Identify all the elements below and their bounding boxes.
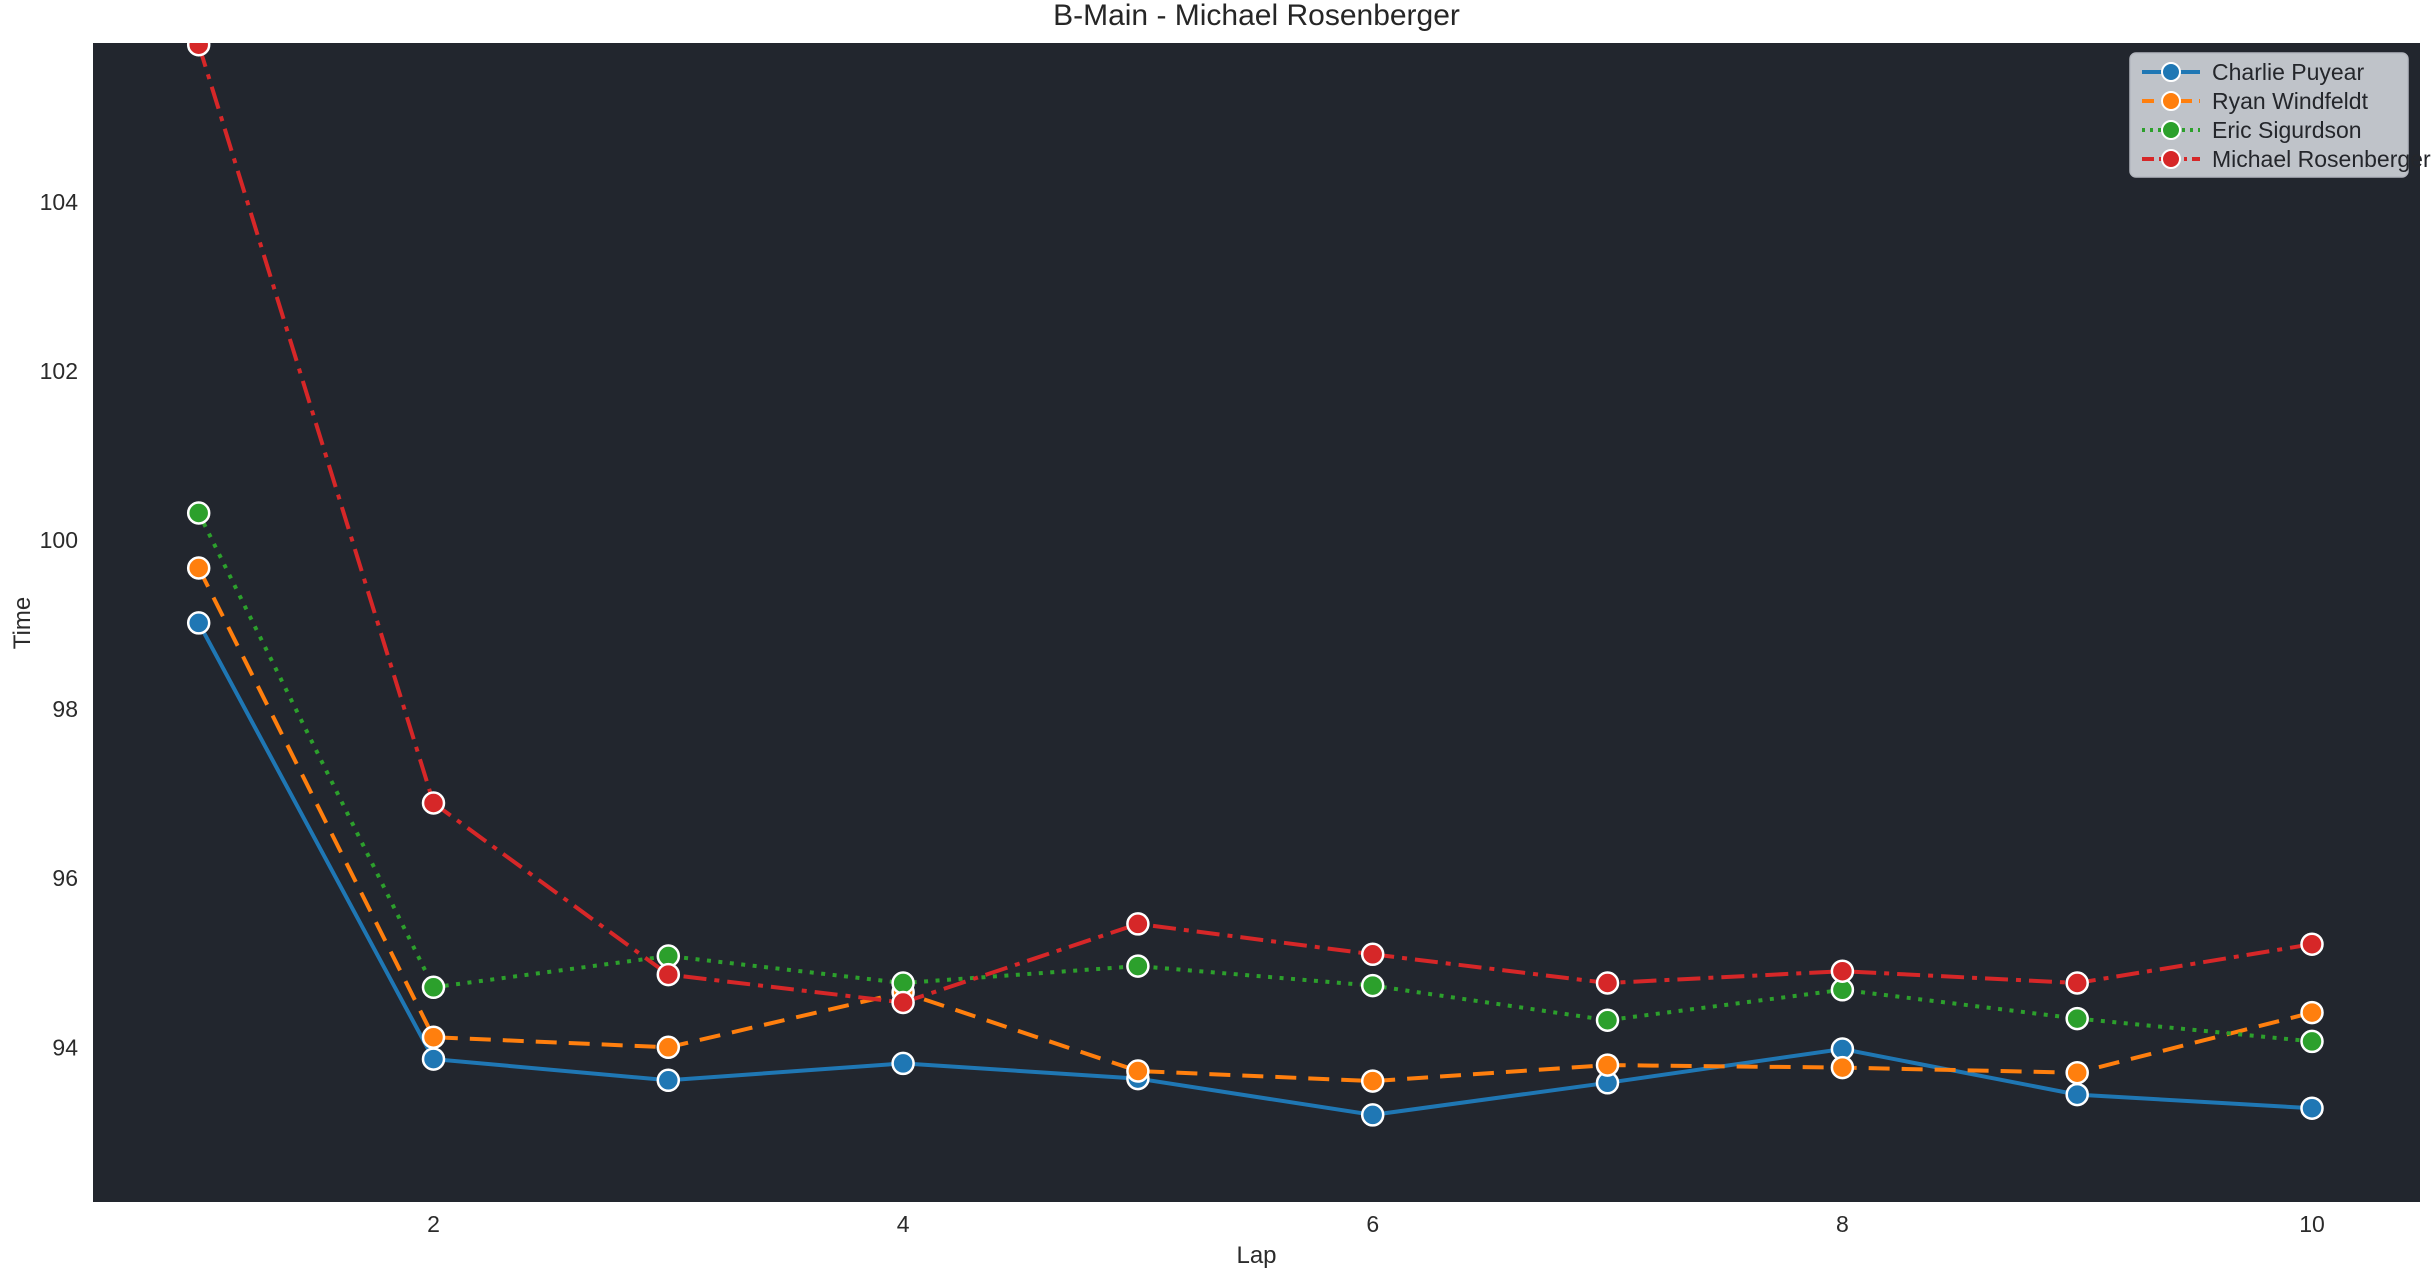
legend-label-eric-sigurdson: Eric Sigurdson xyxy=(2212,117,2362,143)
legend-box xyxy=(2129,52,2409,178)
marker-michael-rosenberger-lap-2 xyxy=(421,791,446,815)
x-tick-label: 8 xyxy=(1836,1211,1849,1237)
y-tick-label: 96 xyxy=(52,865,78,891)
marker-charlie-puyear-lap-9 xyxy=(2065,1082,2089,1107)
marker-michael-rosenberger-lap-5 xyxy=(1126,912,1150,936)
marker-ryan-windfeldt-lap-7 xyxy=(1595,1053,1620,1077)
marker-charlie-puyear-lap-1 xyxy=(186,611,211,635)
legend-marker-charlie-puyear xyxy=(2161,62,2181,82)
x-tick-label: 4 xyxy=(897,1211,910,1237)
marker-charlie-puyear-lap-10 xyxy=(2300,1096,2324,1120)
legend-label-ryan-windfeldt: Ryan Windfeldt xyxy=(2212,88,2369,114)
x-tick-label: 6 xyxy=(1366,1211,1379,1237)
marker-michael-rosenberger-lap-7 xyxy=(1595,971,1620,995)
marker-michael-rosenberger-lap-1 xyxy=(186,43,211,57)
legend-marker-michael-rosenberger xyxy=(2161,149,2181,169)
plot-area xyxy=(93,43,2420,1202)
marker-ryan-windfeldt-lap-6 xyxy=(1360,1069,1385,1093)
marker-ryan-windfeldt-lap-2 xyxy=(421,1025,446,1049)
marker-charlie-puyear-lap-2 xyxy=(421,1047,446,1071)
marker-eric-sigurdson-lap-9 xyxy=(2065,1006,2089,1031)
marker-michael-rosenberger-lap-3 xyxy=(656,962,681,987)
y-axis-label: Time xyxy=(9,597,36,649)
chart-title: B-Main - Michael Rosenberger xyxy=(1053,0,1460,32)
y-tick-label: 94 xyxy=(52,1034,78,1060)
x-tick-label: 10 xyxy=(2299,1211,2325,1237)
series-line-charlie-puyear xyxy=(196,621,2313,1117)
legend-marker-ryan-windfeldt xyxy=(2161,91,2181,111)
legend-label-charlie-puyear: Charlie Puyear xyxy=(2212,59,2364,85)
marker-charlie-puyear-lap-3 xyxy=(656,1068,681,1093)
legend-item-eric-sigurdson: Eric Sigurdson xyxy=(2142,117,2362,143)
y-tick-label: 100 xyxy=(40,527,78,553)
legend: Charlie Puyear Ryan Windfeldt Eric Sigurds… xyxy=(2129,52,2431,178)
series-line-ryan-windfeldt xyxy=(196,567,2313,1084)
x-axis-label: Lap xyxy=(1236,1242,1276,1269)
marker-charlie-puyear-lap-6 xyxy=(1360,1103,1385,1127)
legend-label-michael-rosenberger: Michael Rosenberger xyxy=(2212,146,2431,172)
marker-ryan-windfeldt-lap-3 xyxy=(656,1035,681,1060)
marker-michael-rosenberger-lap-6 xyxy=(1360,942,1385,967)
x-tick-label: 2 xyxy=(427,1211,440,1237)
y-tick-label: 102 xyxy=(40,358,78,384)
series-line-eric-sigurdson xyxy=(196,512,2313,1044)
marker-eric-sigurdson-lap-6 xyxy=(1360,973,1385,998)
marker-ryan-windfeldt-lap-1 xyxy=(186,556,211,580)
marker-michael-rosenberger-lap-10 xyxy=(2300,932,2324,956)
legend-marker-eric-sigurdson xyxy=(2161,120,2181,140)
marker-michael-rosenberger-lap-9 xyxy=(2065,971,2089,995)
marker-eric-sigurdson-lap-5 xyxy=(1126,954,1150,978)
legend-item-charlie-puyear: Charlie Puyear xyxy=(2142,59,2364,85)
marker-michael-rosenberger-lap-8 xyxy=(1830,959,1855,983)
marker-ryan-windfeldt-lap-8 xyxy=(1830,1055,1855,1080)
marker-eric-sigurdson-lap-1 xyxy=(186,501,211,525)
marker-charlie-puyear-lap-4 xyxy=(891,1051,915,1076)
y-tick-label: 98 xyxy=(52,696,78,722)
series-line-michael-rosenberger xyxy=(196,44,2313,1005)
legend-item-michael-rosenberger: Michael Rosenberger xyxy=(2142,146,2431,172)
marker-ryan-windfeldt-lap-10 xyxy=(2300,1000,2324,1025)
marker-michael-rosenberger-lap-4 xyxy=(891,990,915,1015)
marker-eric-sigurdson-lap-4 xyxy=(891,971,915,995)
marker-eric-sigurdson-lap-10 xyxy=(2300,1029,2324,1054)
marker-ryan-windfeldt-lap-5 xyxy=(1126,1059,1150,1083)
marker-eric-sigurdson-lap-7 xyxy=(1595,1008,1620,1032)
legend-item-ryan-windfeldt: Ryan Windfeldt xyxy=(2142,88,2369,114)
series-group xyxy=(186,43,2324,1127)
marker-ryan-windfeldt-lap-9 xyxy=(2065,1060,2089,1085)
marker-eric-sigurdson-lap-2 xyxy=(421,975,446,1000)
y-tick-label: 104 xyxy=(40,189,79,215)
